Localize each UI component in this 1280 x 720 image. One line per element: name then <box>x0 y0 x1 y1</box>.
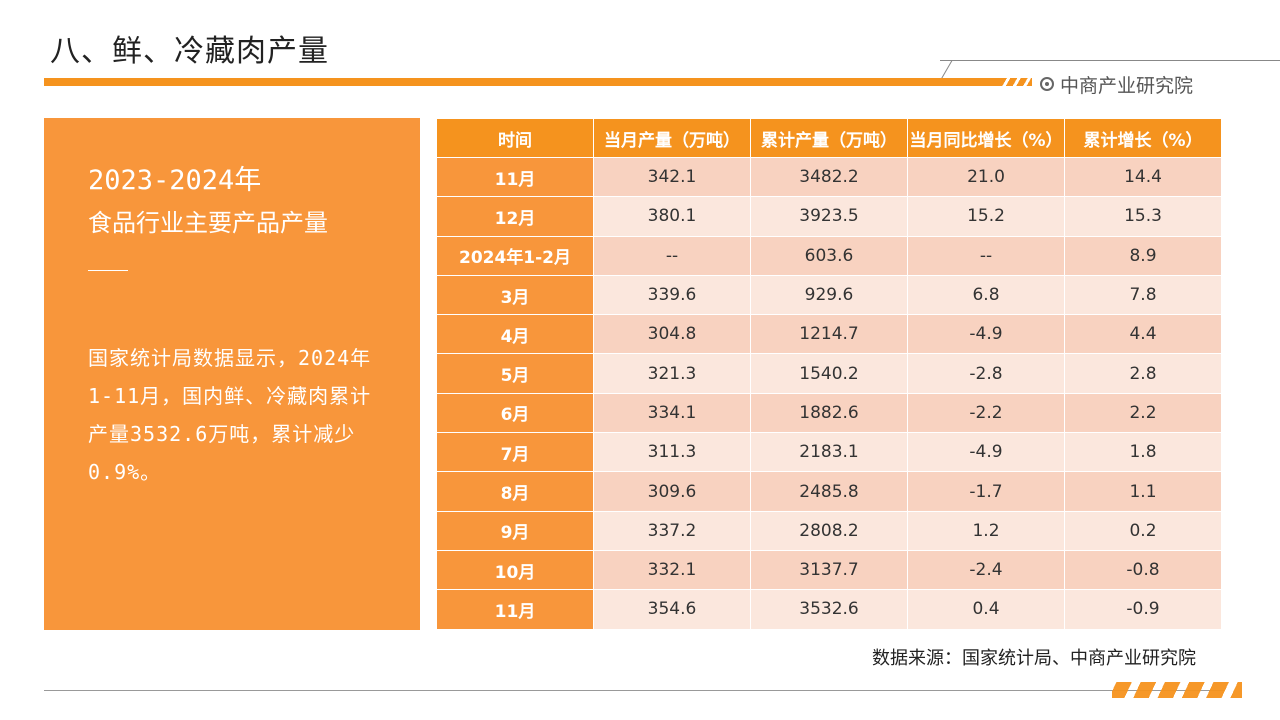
table-cell: -2.2 <box>907 392 1065 434</box>
row-period-cell: 2024年1-2月 <box>436 235 594 276</box>
table-cell: 354.6 <box>593 589 751 630</box>
table-cell: 15.2 <box>907 196 1065 237</box>
table-cell: 2.8 <box>1064 353 1222 394</box>
summary-panel: 2023-2024年 食品行业主要产品产量 国家统计局数据显示，2024年1-1… <box>44 118 420 630</box>
table-cell: 3923.5 <box>750 196 908 237</box>
production-table: 时间 当月产量（万吨） 累计产量（万吨） 当月同比增长（%） 累计增长（%） 1… <box>436 118 1222 630</box>
table-cell: 14.4 <box>1064 156 1222 198</box>
table-row: 9月 337.2 2808.2 1.2 0.2 <box>436 510 1222 551</box>
row-period-cell: 12月 <box>436 196 594 237</box>
table-cell: 309.6 <box>593 471 751 512</box>
table-cell: 1.2 <box>907 510 1065 551</box>
row-period-cell: 3月 <box>436 274 594 316</box>
row-period-cell: 11月 <box>436 589 594 630</box>
header-cumulative-growth: 累计增长（%） <box>1064 118 1222 158</box>
table-cell: 321.3 <box>593 353 751 394</box>
table-cell: 1.8 <box>1064 432 1222 473</box>
table-row: 11月 342.1 3482.2 21.0 14.4 <box>436 156 1222 198</box>
table-row: 8月 309.6 2485.8 -1.7 1.1 <box>436 471 1222 512</box>
table-cell: -4.9 <box>907 314 1065 355</box>
table-cell: 603.6 <box>750 235 908 276</box>
panel-body-text: 国家统计局数据显示，2024年1-11月，国内鲜、冷藏肉累计产量3532.6万吨… <box>88 346 372 484</box>
table-row: 12月 380.1 3923.5 15.2 15.3 <box>436 196 1222 237</box>
table-row: 10月 332.1 3137.7 -2.4 -0.8 <box>436 549 1222 591</box>
panel-heading-years: 2023-2024年 <box>88 165 262 196</box>
row-period-cell: 6月 <box>436 392 594 434</box>
table-cell: 1540.2 <box>750 353 908 394</box>
row-period-cell: 8月 <box>436 471 594 512</box>
table-cell: 2485.8 <box>750 471 908 512</box>
table-cell: 7.8 <box>1064 274 1222 316</box>
table-cell: 0.4 <box>907 589 1065 630</box>
table-cell: 1.1 <box>1064 471 1222 512</box>
table-cell: 3137.7 <box>750 549 908 591</box>
table-cell: 4.4 <box>1064 314 1222 355</box>
table-row: 3月 339.6 929.6 6.8 7.8 <box>436 274 1222 316</box>
table-cell: 0.2 <box>1064 510 1222 551</box>
data-source: 数据来源：国家统计局、中商产业研究院 <box>872 648 1196 669</box>
row-period-cell: 9月 <box>436 510 594 551</box>
table-row: 4月 304.8 1214.7 -4.9 4.4 <box>436 314 1222 355</box>
table-row: 6月 334.1 1882.6 -2.2 2.2 <box>436 392 1222 434</box>
table-cell: 6.8 <box>907 274 1065 316</box>
header-cumulative-output: 累计产量（万吨） <box>750 118 908 158</box>
page-title: 八、鲜、冷藏肉产量 <box>50 34 329 69</box>
brand-logo: 中商产业研究院 <box>1040 72 1194 97</box>
table-cell: -1.7 <box>907 471 1065 512</box>
table-cell: -- <box>593 235 751 276</box>
brand-name: 中商产业研究院 <box>1060 74 1194 97</box>
header-divider-line <box>940 60 1280 80</box>
table-cell: 1882.6 <box>750 392 908 434</box>
table-header-row: 时间 当月产量（万吨） 累计产量（万吨） 当月同比增长（%） 累计增长（%） <box>436 118 1222 158</box>
row-period-cell: 5月 <box>436 353 594 394</box>
table-cell: 332.1 <box>593 549 751 591</box>
table-cell: 380.1 <box>593 196 751 237</box>
table-cell: 1214.7 <box>750 314 908 355</box>
table-cell: -0.8 <box>1064 549 1222 591</box>
footer-stripes-decoration <box>1112 682 1242 698</box>
footer-line <box>44 690 1224 691</box>
table-cell: 3482.2 <box>750 156 908 198</box>
table-cell: 337.2 <box>593 510 751 551</box>
table-cell: -- <box>907 235 1065 276</box>
table-cell: -2.8 <box>907 353 1065 394</box>
panel-divider <box>88 270 128 271</box>
row-period-cell: 4月 <box>436 314 594 355</box>
table-cell: 311.3 <box>593 432 751 473</box>
table-cell: 334.1 <box>593 392 751 434</box>
table-cell: 15.3 <box>1064 196 1222 237</box>
header-monthly-yoy: 当月同比增长（%） <box>907 118 1065 158</box>
row-period-cell: 7月 <box>436 432 594 473</box>
title-accent-bar <box>44 78 1029 86</box>
table-cell: 2808.2 <box>750 510 908 551</box>
row-period-cell: 10月 <box>436 549 594 591</box>
header-time: 时间 <box>436 118 594 158</box>
table-row: 7月 311.3 2183.1 -4.9 1.8 <box>436 432 1222 473</box>
table-cell: 3532.6 <box>750 589 908 630</box>
table-cell: 929.6 <box>750 274 908 316</box>
table-cell: 8.9 <box>1064 235 1222 276</box>
table-cell: 304.8 <box>593 314 751 355</box>
panel-heading-subject: 食品行业主要产品产量 <box>88 209 328 237</box>
table-cell: 2.2 <box>1064 392 1222 434</box>
table-row: 5月 321.3 1540.2 -2.8 2.8 <box>436 353 1222 394</box>
table-cell: 342.1 <box>593 156 751 198</box>
brand-circle-icon <box>1040 77 1054 91</box>
table-row: 2024年1-2月 -- 603.6 -- 8.9 <box>436 235 1222 276</box>
table-cell: 2183.1 <box>750 432 908 473</box>
title-stripes-decoration <box>1000 78 1032 86</box>
table-cell: -4.9 <box>907 432 1065 473</box>
table-cell: -0.9 <box>1064 589 1222 630</box>
table-cell: 21.0 <box>907 156 1065 198</box>
table-cell: -2.4 <box>907 549 1065 591</box>
row-period-cell: 11月 <box>436 156 594 198</box>
table-cell: 339.6 <box>593 274 751 316</box>
table-row: 11月 354.6 3532.6 0.4 -0.9 <box>436 589 1222 630</box>
header-monthly-output: 当月产量（万吨） <box>593 118 751 158</box>
